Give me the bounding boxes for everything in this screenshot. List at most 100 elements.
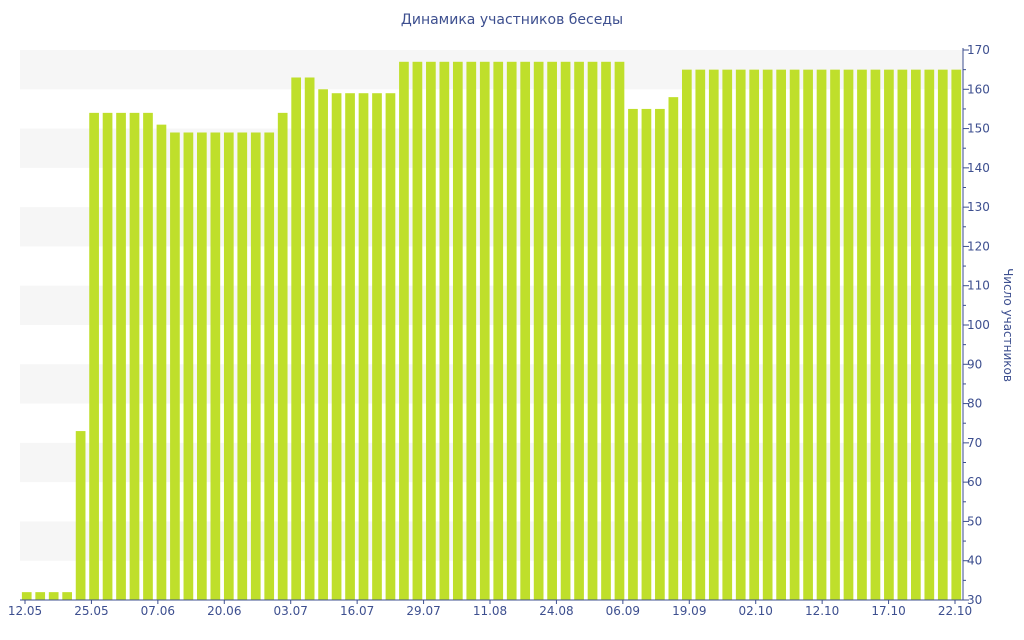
bar [116, 112, 126, 601]
bar [75, 431, 86, 600]
bar [735, 69, 746, 600]
bar [870, 69, 881, 600]
x-tick-label: 07.06 [141, 604, 175, 618]
x-tick-label: 25.05 [74, 604, 108, 618]
bar [466, 61, 477, 601]
bar [574, 61, 584, 601]
bar [843, 69, 854, 600]
bar [48, 592, 59, 600]
y-tick-label: 120 [967, 239, 990, 253]
bar [412, 61, 423, 601]
x-axis: 12.05 25.05 07.06 20.06 03.07 16.07 29.07 11.08… [8, 599, 972, 618]
bar [628, 108, 638, 601]
bar [21, 592, 32, 600]
y-axis-title: Число участников [1001, 268, 1015, 382]
bar [102, 112, 113, 601]
bar [722, 69, 733, 600]
y-tick-label: 150 [967, 122, 990, 136]
x-tick-label: 03.07 [274, 604, 308, 618]
bar [547, 61, 557, 601]
bar [170, 132, 180, 600]
bar [506, 61, 517, 601]
bar [533, 61, 544, 601]
y-tick-label: 90 [967, 357, 982, 371]
y-tick-label: 50 [967, 514, 982, 528]
bar [776, 69, 786, 600]
y-axis: 30 40 50 60 70 80 90 100 110 120 130 140 150 160 170 [962, 43, 990, 607]
x-tick-label: 17.10 [871, 604, 905, 618]
bar [668, 97, 679, 600]
bar [884, 69, 894, 600]
bar [358, 93, 369, 601]
x-tick-label: 12.05 [8, 604, 42, 618]
bar [641, 108, 652, 601]
bar [924, 69, 935, 600]
y-tick-label: 160 [967, 82, 990, 96]
bar [223, 132, 234, 600]
x-tick-label: 29.07 [406, 604, 440, 618]
bar [385, 93, 396, 601]
bar [156, 124, 167, 600]
bar [520, 61, 531, 601]
x-tick-label: 22.10 [938, 604, 972, 618]
bar [479, 61, 490, 601]
bar [816, 69, 827, 600]
y-tick-label: 60 [967, 475, 982, 489]
bar [331, 93, 342, 601]
bar [614, 61, 625, 601]
y-tick-label: 100 [967, 318, 990, 332]
bar [951, 69, 962, 600]
bar [129, 112, 140, 601]
bar [210, 132, 221, 600]
bar [250, 132, 261, 600]
bar [681, 69, 692, 600]
bar [183, 132, 194, 600]
y-tick-label: 40 [967, 554, 982, 568]
bar [318, 89, 328, 600]
y-tick-label: 170 [967, 43, 990, 57]
y-tick-label: 70 [967, 436, 982, 450]
bar [452, 61, 463, 601]
x-tick-label: 02.10 [739, 604, 773, 618]
x-tick-label: 24.08 [539, 604, 573, 618]
bar [937, 69, 948, 600]
y-tick-label: 110 [967, 279, 990, 293]
bar [143, 112, 153, 601]
bar [89, 112, 99, 601]
bar [264, 132, 275, 600]
y-tick-label: 80 [967, 397, 982, 411]
bar [197, 132, 207, 600]
bar [372, 93, 382, 601]
chart-title: Динамика участников беседы [400, 12, 624, 28]
y-tick-label: 30 [967, 593, 982, 607]
bar [345, 93, 355, 601]
bar [399, 61, 409, 601]
bar [560, 61, 571, 601]
bar [762, 69, 773, 600]
bar [830, 69, 840, 600]
bar [291, 77, 302, 600]
bar [587, 61, 598, 601]
bar [426, 61, 436, 601]
x-tick-label: 12.10 [805, 604, 839, 618]
bar [601, 61, 611, 601]
bar [749, 69, 760, 600]
bar [237, 132, 248, 600]
bar [493, 61, 504, 601]
bar [439, 61, 450, 601]
bar [304, 77, 315, 600]
bar [695, 69, 706, 600]
bar [897, 69, 908, 600]
x-tick-label: 16.07 [340, 604, 374, 618]
bar [857, 69, 867, 600]
bar [655, 108, 665, 601]
bar [789, 69, 800, 600]
bar [911, 69, 921, 600]
bar [62, 592, 72, 600]
bar [708, 69, 719, 600]
x-tick-label: 20.06 [207, 604, 241, 618]
bar [35, 592, 46, 600]
x-tick-label: 06.09 [606, 604, 640, 618]
x-tick-label: 19.09 [672, 604, 706, 618]
x-tick-label: 11.08 [473, 604, 507, 618]
